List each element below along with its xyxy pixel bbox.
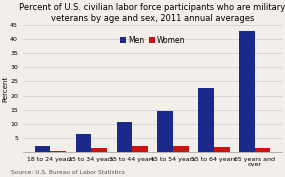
Bar [214,147,229,152]
Bar [132,146,148,152]
Title: Percent of U.S. civilian labor force participants who are military
veterans by a: Percent of U.S. civilian labor force par… [19,3,285,23]
Legend: Men, Women: Men, Women [117,33,189,48]
Bar [117,122,132,152]
Bar [76,134,91,152]
Bar [35,146,50,152]
Bar [255,149,270,152]
Y-axis label: Percent: Percent [3,75,9,102]
Bar [173,146,189,152]
Bar [91,149,107,152]
Bar [50,151,66,152]
Bar [239,31,255,152]
Bar [158,111,173,152]
Bar [198,88,214,152]
Text: Source: U.S. Bureau of Labor Statistics: Source: U.S. Bureau of Labor Statistics [11,170,125,175]
